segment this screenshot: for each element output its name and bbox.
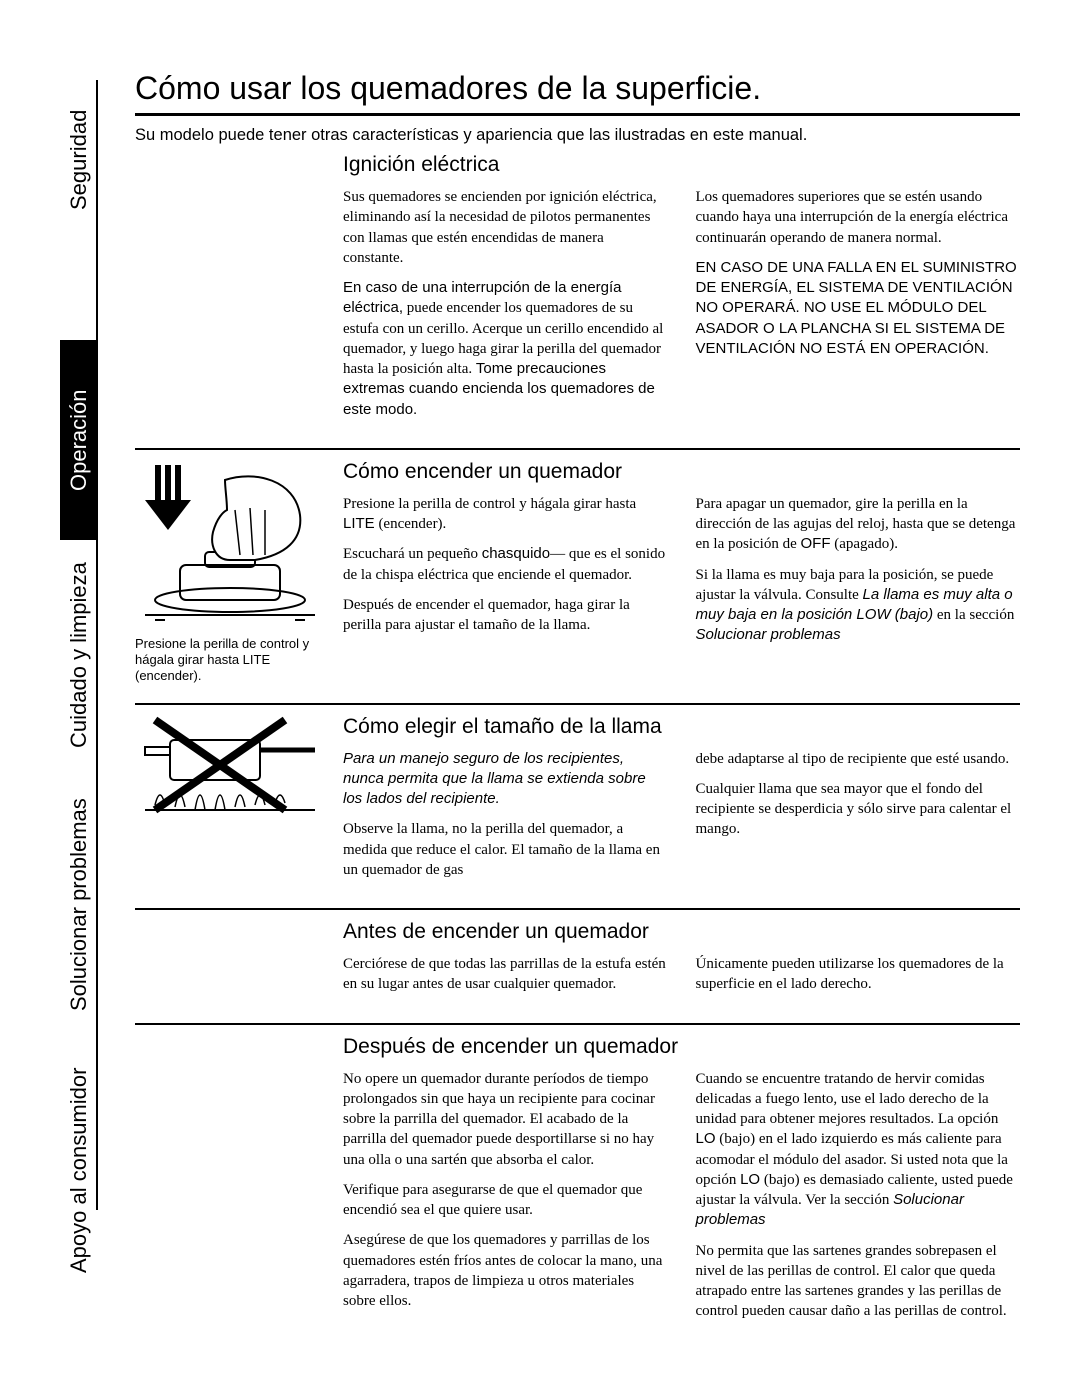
tab-solucionar[interactable]: Solucionar problemas xyxy=(60,770,98,1040)
tab-seguridad[interactable]: Seguridad xyxy=(60,80,98,240)
illustration-knob: Presione la perilla de control y hágala … xyxy=(135,460,325,685)
page: Seguridad Operación Cuidado y limpieza S… xyxy=(0,0,1080,1397)
paragraph: debe adaptarse al tipo de recipiente que… xyxy=(696,749,1021,769)
heading-despues: Después de encender un quemador xyxy=(343,1035,1020,1059)
paragraph: Asegúrese de que los quemadores y parril… xyxy=(343,1230,668,1311)
paragraph: Escuchará un pequeño chasquido— que es e… xyxy=(343,544,668,585)
illustration-flame xyxy=(135,715,325,891)
paragraph: No opere un quemador durante períodos de… xyxy=(343,1069,668,1170)
rule xyxy=(135,113,1020,116)
tab-operacion[interactable]: Operación xyxy=(60,340,98,540)
paragraph: Cerciórese de que todas las parrillas de… xyxy=(343,954,668,995)
text: Presione la perilla de control y hágala … xyxy=(343,496,636,512)
text: LITE xyxy=(343,515,375,532)
knob-icon xyxy=(135,460,325,630)
col-right: Únicamente pueden utilizarse los quemado… xyxy=(696,954,1021,1005)
section-encender: Presione la perilla de control y hágala … xyxy=(135,460,1020,685)
tab-apoyo[interactable]: Apoyo al consumidor xyxy=(60,1040,98,1300)
text: (encender). xyxy=(375,516,447,532)
paragraph: Si la llama es muy baja para la posición… xyxy=(696,565,1021,646)
col-left: Presione la perilla de control y hágala … xyxy=(343,494,668,656)
text: en la sección xyxy=(933,607,1014,623)
text: Solucionar problemas xyxy=(696,626,841,643)
side-tabs: Seguridad Operación Cuidado y limpieza S… xyxy=(60,80,98,1210)
col-left: No opere un quemador durante períodos de… xyxy=(343,1069,668,1332)
paragraph: En caso de una interrupción de la energí… xyxy=(343,278,668,420)
text: LO xyxy=(740,1171,760,1188)
paragraph: Los quemadores superiores que se estén u… xyxy=(696,187,1021,248)
page-subtitle: Su modelo puede tener otras característi… xyxy=(135,126,1020,145)
text: Escuchará un pequeño xyxy=(343,546,482,562)
paragraph: Únicamente pueden utilizarse los quemado… xyxy=(696,954,1021,995)
text: (apagado). xyxy=(830,536,897,552)
col-right: Para apagar un quemador, gire la perilla… xyxy=(696,494,1021,656)
col-left: Sus quemadores se encienden por ignición… xyxy=(343,187,668,430)
paragraph: Presione la perilla de control y hágala … xyxy=(343,494,668,535)
paragraph: Cuando se encuentre tratando de hervir c… xyxy=(696,1069,1021,1231)
paragraph: Para apagar un quemador, gire la perilla… xyxy=(696,494,1021,555)
section-antes: Antes de encender un quemador Cerciórese… xyxy=(135,920,1020,1005)
heading-encender: Cómo encender un quemador xyxy=(343,460,1020,484)
rule xyxy=(135,908,1020,910)
content: Cómo usar los quemadores de la superfici… xyxy=(135,70,1020,1332)
col-right: Los quemadores superiores que se estén u… xyxy=(696,187,1021,430)
pot-flame-icon xyxy=(135,715,325,820)
section-ignicion: Ignición eléctrica Sus quemadores se enc… xyxy=(135,153,1020,430)
paragraph: Cualquier llama que sea mayor que el fon… xyxy=(696,779,1021,840)
paragraph: Después de encender el quemador, haga gi… xyxy=(343,595,668,636)
col-right: Cuando se encuentre tratando de hervir c… xyxy=(696,1069,1021,1332)
col-right: debe adaptarse al tipo de recipiente que… xyxy=(696,749,1021,891)
col-left: Cerciórese de que todas las parrillas de… xyxy=(343,954,668,1005)
section-despues: Después de encender un quemador No opere… xyxy=(135,1035,1020,1332)
paragraph: No permita que las sartenes grandes sobr… xyxy=(696,1241,1021,1322)
page-title: Cómo usar los quemadores de la superfici… xyxy=(135,70,1020,107)
text: OFF xyxy=(800,535,830,552)
paragraph: Sus quemadores se encienden por ignición… xyxy=(343,187,668,268)
col-left: Para un manejo seguro de los recipientes… xyxy=(343,749,668,891)
heading-tamano: Cómo elegir el tamaño de la llama xyxy=(343,715,1020,739)
paragraph: Para un manejo seguro de los recipientes… xyxy=(343,749,668,810)
paragraph: Observe la llama, no la perilla del quem… xyxy=(343,819,668,880)
rule xyxy=(135,448,1020,450)
section-tamano: Cómo elegir el tamaño de la llama Para u… xyxy=(135,715,1020,891)
text: chasquido xyxy=(482,545,550,562)
text: Cuando se encuentre tratando de hervir c… xyxy=(696,1071,999,1128)
paragraph: Verifique para asegurarse de que el quem… xyxy=(343,1180,668,1221)
illustration-caption: Presione la perilla de control y hágala … xyxy=(135,636,309,684)
heading-antes: Antes de encender un quemador xyxy=(343,920,1020,944)
illustration-spacer xyxy=(135,153,325,430)
rule xyxy=(135,703,1020,705)
heading-ignicion: Ignición eléctrica xyxy=(343,153,1020,177)
tab-cuidado[interactable]: Cuidado y limpieza xyxy=(60,540,98,770)
paragraph: EN CASO DE UNA FALLA EN EL SUMINISTRO DE… xyxy=(696,258,1021,359)
text: LO xyxy=(696,1130,716,1147)
rule xyxy=(135,1023,1020,1025)
